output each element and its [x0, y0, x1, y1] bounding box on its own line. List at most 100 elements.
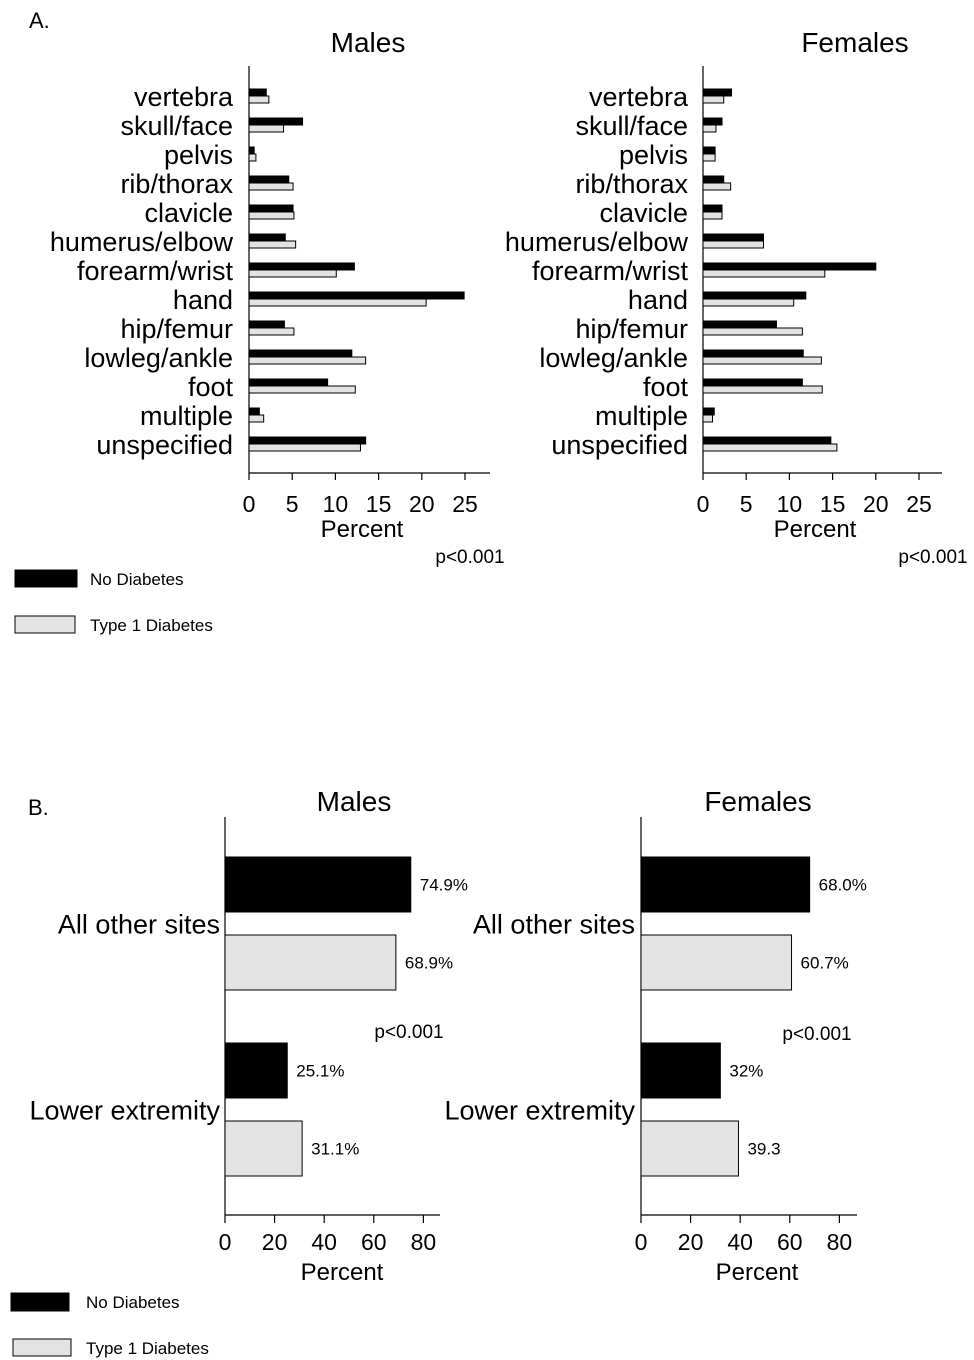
bar-no-diabetes-multiple [702, 407, 715, 416]
category-label-forearm-wrist: forearm/wrist [77, 256, 234, 286]
data-label-no-diabetes-lower-extremity: 25.1% [296, 1062, 344, 1081]
category-label-hand: hand [173, 285, 233, 315]
chart-a-males: 0 5 10 15 20 25 Males Percent p<0.001 vertebrasku… [50, 27, 505, 568]
legend-b-label-no-diabetes: No Diabetes [86, 1293, 180, 1312]
bar-no-diabetes-pelvis [702, 146, 716, 155]
x-tick-label: 25 [906, 491, 932, 517]
bar-type1-lowleg-ankle [248, 356, 367, 365]
bar-type1-vertebra [702, 95, 725, 104]
bar-type1-rib-thorax [248, 182, 294, 191]
category-label-multiple: multiple [140, 401, 233, 431]
bar-type1-skull-face [702, 124, 717, 133]
bar-no-diabetes-clavicle [248, 204, 294, 213]
bar-no-diabetes-foot [702, 378, 803, 387]
data-label-type1-all-other-sites: 60.7% [801, 954, 849, 973]
bar-no-diabetes-humerus-elbow [702, 233, 764, 242]
data-label-no-diabetes-lower-extremity: 32% [729, 1062, 763, 1081]
x-axis-title: Percent [301, 1259, 384, 1286]
category-label-lower-extremity: Lower extremity [29, 1096, 220, 1126]
p-value-label: p<0.001 [374, 1022, 443, 1043]
data-label-type1-lower-extremity: 31.1% [311, 1140, 359, 1159]
bar-type1-humerus-elbow [248, 240, 297, 249]
bar-no-diabetes-unspecified [702, 436, 832, 445]
bar-type1-clavicle [248, 211, 295, 220]
bar-no-diabetes-humerus-elbow [248, 233, 286, 242]
bar-type1-hand [248, 298, 427, 307]
x-tick-label: 80 [411, 1229, 437, 1255]
data-label-type1-lower-extremity: 39.3 [747, 1140, 780, 1159]
bar-no-diabetes-lowleg-ankle [702, 349, 804, 358]
legend-b-swatch-type1 [12, 1338, 72, 1357]
x-axis-title: Percent [716, 1259, 799, 1286]
bar-no-diabetes-hand [248, 291, 465, 300]
bar-no-diabetes-hand [702, 291, 807, 300]
x-tick-label: 20 [262, 1229, 288, 1255]
x-tick-label: 60 [361, 1229, 387, 1255]
bar-type1-forearm-wrist [702, 269, 826, 278]
panel-b-label: B. [28, 795, 49, 820]
category-label-unspecified: unspecified [96, 430, 233, 460]
p-value-label: p<0.001 [782, 1024, 851, 1045]
bar-no-diabetes-vertebra [248, 88, 267, 97]
legend-a: No Diabetes Type 1 Diabetes [14, 569, 213, 635]
chart-title: Males [331, 27, 406, 58]
category-label-clavicle: clavicle [599, 198, 688, 228]
bar-no-diabetes-lowleg-ankle [248, 349, 353, 358]
bar-type1-pelvis [702, 153, 716, 162]
category-label-rib-thorax: rib/thorax [120, 169, 233, 199]
bar-type1-all-other-sites [224, 934, 397, 991]
category-label-skull-face: skull/face [575, 111, 688, 141]
x-tick-label: 10 [323, 491, 349, 517]
bar-type1-humerus-elbow [702, 240, 764, 249]
x-tick-label: 10 [777, 491, 803, 517]
legend-a-label-type1: Type 1 Diabetes [90, 616, 213, 635]
bar-type1-forearm-wrist [248, 269, 337, 278]
bar-type1-hip-femur [702, 327, 803, 336]
x-tick-label: 0 [243, 491, 256, 517]
category-label-all-other-sites: All other sites [58, 910, 220, 940]
bar-no-diabetes-multiple [248, 407, 260, 416]
panel-a-label: A. [29, 8, 50, 33]
category-label-all-other-sites: All other sites [473, 910, 635, 940]
x-tick-label: 80 [827, 1229, 853, 1255]
category-label-clavicle: clavicle [144, 198, 233, 228]
bar-type1-clavicle [702, 211, 723, 220]
bar-no-diabetes-rib-thorax [702, 175, 725, 184]
x-tick-label: 5 [740, 491, 753, 517]
bar-no-diabetes-skull-face [248, 117, 304, 126]
category-label-unspecified: unspecified [551, 430, 688, 460]
x-tick-label: 0 [219, 1229, 232, 1255]
category-label-pelvis: pelvis [619, 140, 688, 170]
category-label-lowleg-ankle: lowleg/ankle [539, 343, 688, 373]
legend-a-swatch-type1 [14, 615, 76, 634]
bar-type1-lower-extremity [640, 1120, 739, 1177]
bar-type1-lowleg-ankle [702, 356, 822, 365]
x-axis-title: Percent [321, 516, 404, 543]
category-label-foot: foot [188, 372, 234, 402]
x-tick-label: 20 [863, 491, 889, 517]
bar-type1-multiple [702, 414, 714, 423]
legend-b: No Diabetes Type 1 Diabetes [10, 1292, 209, 1358]
x-tick-label: 0 [635, 1229, 648, 1255]
legend-a-swatch-no-diabetes [14, 569, 78, 588]
bar-type1-all-other-sites [640, 934, 793, 991]
data-label-no-diabetes-all-other-sites: 68.0% [819, 876, 867, 895]
chart-title: Females [704, 786, 811, 817]
category-label-multiple: multiple [595, 401, 688, 431]
bar-no-diabetes-clavicle [702, 204, 723, 213]
bar-no-diabetes-hip-femur [702, 320, 777, 329]
category-label-lower-extremity: Lower extremity [444, 1096, 635, 1126]
bar-no-diabetes-all-other-sites [640, 856, 811, 913]
x-tick-label: 40 [311, 1229, 337, 1255]
bar-type1-rib-thorax [702, 182, 732, 191]
category-label-vertebra: vertebra [134, 82, 234, 112]
category-label-humerus-elbow: humerus/elbow [505, 227, 689, 257]
x-tick-label: 40 [727, 1229, 753, 1255]
bar-no-diabetes-unspecified [248, 436, 367, 445]
bar-type1-lower-extremity [224, 1120, 303, 1177]
bar-type1-vertebra [248, 95, 270, 104]
bar-no-diabetes-foot [248, 378, 329, 387]
bar-type1-multiple [248, 414, 265, 423]
data-label-no-diabetes-all-other-sites: 74.9% [420, 876, 468, 895]
